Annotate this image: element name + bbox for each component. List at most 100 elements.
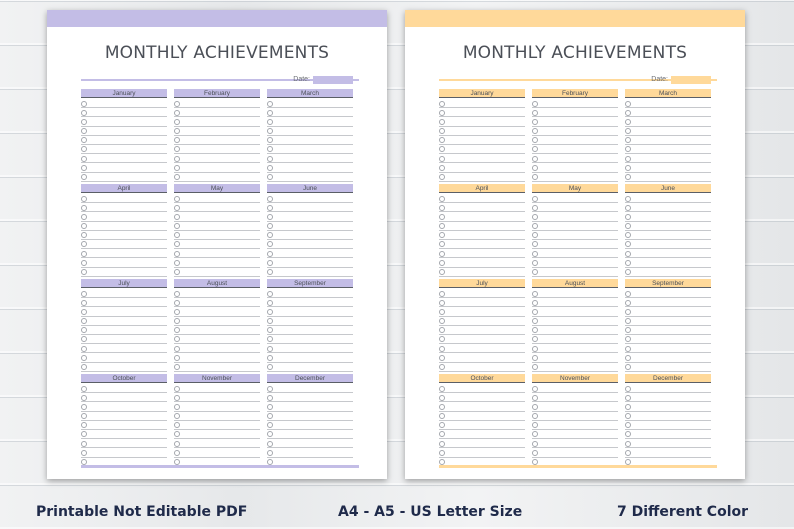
achievement-line [625,384,711,394]
achievement-line [174,363,260,372]
achievement-line [532,194,618,204]
checkbox-circle-icon [439,146,445,153]
checkbox-circle-icon [532,290,538,297]
date-field [671,76,711,84]
achievement-line [174,203,260,213]
achievement-line [625,163,711,173]
achievement-line [267,421,353,430]
checkbox-circle-icon [174,146,180,153]
checkbox-circle-icon [81,299,87,306]
achievement-list [174,99,260,182]
achievement-line [532,240,618,250]
achievement-list [439,289,525,372]
achievement-line [81,384,167,394]
checkbox-circle-icon [267,403,273,410]
checkbox-circle-icon [439,290,445,297]
checkbox-circle-icon [81,403,87,410]
checkbox-circle-icon [174,128,180,135]
achievement-line [81,212,167,222]
achievement-line [81,439,167,449]
checkbox-circle-icon [532,385,538,392]
checkbox-circle-icon [625,164,631,171]
achievement-line [439,117,525,127]
achievement-line [532,430,618,440]
checkbox-circle-icon [174,213,180,220]
month-header: February [174,89,260,98]
achievement-line [174,412,260,421]
achievement-line [81,117,167,127]
checkbox-circle-icon [174,164,180,171]
checkbox-circle-icon [625,299,631,306]
achievement-line [532,439,618,449]
checkbox-circle-icon [267,232,273,239]
achievement-line [625,249,711,259]
checkbox-circle-icon [439,204,445,211]
achievement-line [174,240,260,250]
achievement-line [439,222,525,231]
checkbox-circle-icon [174,269,180,275]
achievement-line [439,353,525,363]
achievement-line [532,317,618,326]
month-block-may: May [174,184,260,277]
achievement-line [81,231,167,240]
checkbox-circle-icon [625,345,631,352]
achievement-line [439,127,525,136]
achievement-line [532,222,618,231]
achievement-line [174,222,260,231]
achievement-line [439,173,525,182]
checkbox-circle-icon [267,394,273,401]
month-block-march: March [625,89,711,182]
achievement-line [81,393,167,403]
achievement-line [439,249,525,259]
checkbox-circle-icon [267,354,273,361]
checkbox-circle-icon [532,336,538,343]
checkbox-circle-icon [625,100,631,107]
achievement-line [439,99,525,109]
checkbox-circle-icon [439,232,445,239]
checkbox-circle-icon [625,336,631,343]
achievement-line [532,249,618,259]
date-label: Date: [293,76,310,83]
achievement-line [174,127,260,136]
achievement-line [625,231,711,240]
checkbox-circle-icon [81,308,87,315]
achievement-line [439,402,525,412]
checkbox-circle-icon [532,431,538,438]
achievement-line [625,194,711,204]
checkbox-circle-icon [81,449,87,456]
achievement-line [439,289,525,299]
checkbox-circle-icon [625,241,631,248]
checkbox-circle-icon [174,299,180,306]
checkbox-circle-icon [532,354,538,361]
checkbox-circle-icon [625,213,631,220]
checkbox-circle-icon [532,250,538,257]
checkbox-circle-icon [625,118,631,125]
achievement-line [267,173,353,182]
achievement-line [439,108,525,118]
achievement-line [174,430,260,440]
checkbox-circle-icon [267,431,273,438]
checkbox-circle-icon [267,318,273,325]
achievement-list [174,194,260,277]
achievement-line [81,344,167,354]
achievement-line [625,430,711,440]
checkbox-circle-icon [81,195,87,202]
achievement-line [81,289,167,299]
achievement-line [625,326,711,335]
checkbox-circle-icon [625,440,631,447]
achievement-line [267,393,353,403]
checkbox-circle-icon [439,394,445,401]
achievement-line [267,384,353,394]
checkbox-circle-icon [174,431,180,438]
checkbox-circle-icon [625,354,631,361]
achievement-line [174,173,260,182]
achievement-line [532,136,618,145]
checkbox-circle-icon [267,241,273,248]
achievement-line [625,412,711,421]
achievement-line [267,344,353,354]
achievement-line [532,412,618,421]
month-header: September [267,279,353,288]
checkbox-circle-icon [81,290,87,297]
checkbox-circle-icon [267,449,273,456]
checkbox-circle-icon [439,318,445,325]
